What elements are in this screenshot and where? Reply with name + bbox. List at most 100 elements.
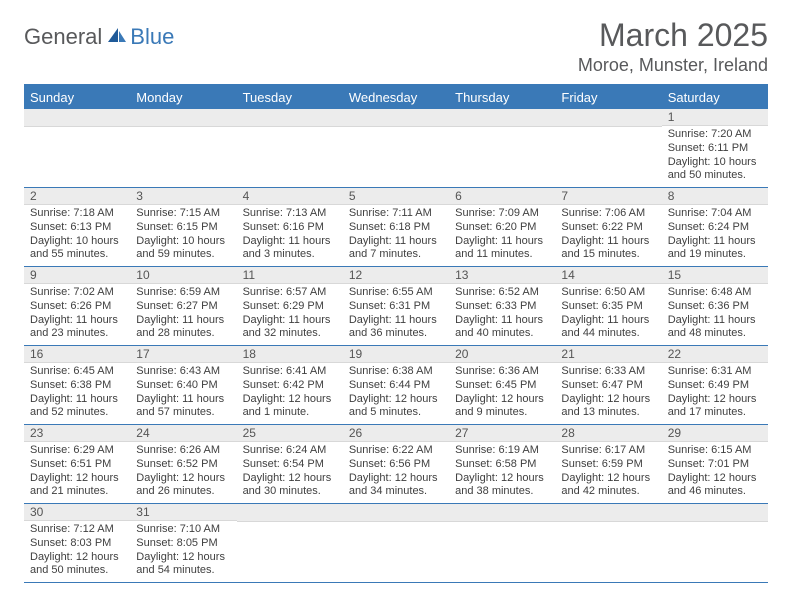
calendar-day-cell: 31Sunrise: 7:10 AMSunset: 8:05 PMDayligh… [130, 504, 236, 583]
day-number: 20 [449, 346, 555, 363]
day-number: 7 [555, 188, 661, 205]
day-content: Sunrise: 6:48 AMSunset: 6:36 PMDaylight:… [662, 284, 768, 345]
calendar-day-cell [662, 504, 768, 583]
calendar-day-cell: 18Sunrise: 6:41 AMSunset: 6:42 PMDayligh… [237, 346, 343, 425]
day-content [237, 522, 343, 578]
sunrise-text: Sunrise: 6:19 AM [455, 444, 549, 458]
sunset-text: Sunset: 6:31 PM [349, 300, 443, 314]
sail-icon [106, 24, 128, 50]
day-number: 15 [662, 267, 768, 284]
day-content: Sunrise: 6:29 AMSunset: 6:51 PMDaylight:… [24, 442, 130, 503]
daylight-text: Daylight: 12 hours and 5 minutes. [349, 393, 443, 421]
sunrise-text: Sunrise: 7:06 AM [561, 207, 655, 221]
sunset-text: Sunset: 6:54 PM [243, 458, 337, 472]
daylight-text: Daylight: 10 hours and 55 minutes. [30, 235, 124, 263]
sunrise-text: Sunrise: 6:38 AM [349, 365, 443, 379]
day-content: Sunrise: 7:04 AMSunset: 6:24 PMDaylight:… [662, 205, 768, 266]
calendar-day-cell [237, 109, 343, 188]
daylight-text: Daylight: 12 hours and 21 minutes. [30, 472, 124, 500]
sunrise-text: Sunrise: 7:11 AM [349, 207, 443, 221]
calendar-day-cell [555, 504, 661, 583]
day-number: 5 [343, 188, 449, 205]
sunrise-text: Sunrise: 6:17 AM [561, 444, 655, 458]
daylight-text: Daylight: 12 hours and 17 minutes. [668, 393, 762, 421]
daylight-text: Daylight: 12 hours and 34 minutes. [349, 472, 443, 500]
daylight-text: Daylight: 12 hours and 1 minute. [243, 393, 337, 421]
sunset-text: Sunset: 6:35 PM [561, 300, 655, 314]
day-content: Sunrise: 6:52 AMSunset: 6:33 PMDaylight:… [449, 284, 555, 345]
calendar-day-cell: 23Sunrise: 6:29 AMSunset: 6:51 PMDayligh… [24, 425, 130, 504]
calendar-day-cell: 21Sunrise: 6:33 AMSunset: 6:47 PMDayligh… [555, 346, 661, 425]
sunset-text: Sunset: 6:22 PM [561, 221, 655, 235]
daylight-text: Daylight: 11 hours and 11 minutes. [455, 235, 549, 263]
day-content: Sunrise: 6:41 AMSunset: 6:42 PMDaylight:… [237, 363, 343, 424]
day-content: Sunrise: 6:24 AMSunset: 6:54 PMDaylight:… [237, 442, 343, 503]
calendar-day-cell: 10Sunrise: 6:59 AMSunset: 6:27 PMDayligh… [130, 267, 236, 346]
day-number: 21 [555, 346, 661, 363]
calendar-day-cell: 15Sunrise: 6:48 AMSunset: 6:36 PMDayligh… [662, 267, 768, 346]
day-number: 16 [24, 346, 130, 363]
sunset-text: Sunset: 6:13 PM [30, 221, 124, 235]
calendar-day-cell [237, 504, 343, 583]
sunset-text: Sunset: 6:27 PM [136, 300, 230, 314]
sunrise-text: Sunrise: 6:41 AM [243, 365, 337, 379]
sunrise-text: Sunrise: 7:10 AM [136, 523, 230, 537]
calendar-day-cell: 27Sunrise: 6:19 AMSunset: 6:58 PMDayligh… [449, 425, 555, 504]
day-number: 29 [662, 425, 768, 442]
sunset-text: Sunset: 6:11 PM [668, 142, 762, 156]
sunrise-text: Sunrise: 6:29 AM [30, 444, 124, 458]
day-number [449, 504, 555, 522]
calendar-week-row: 2Sunrise: 7:18 AMSunset: 6:13 PMDaylight… [24, 188, 768, 267]
day-content: Sunrise: 6:33 AMSunset: 6:47 PMDaylight:… [555, 363, 661, 424]
sunset-text: Sunset: 6:51 PM [30, 458, 124, 472]
daylight-text: Daylight: 11 hours and 36 minutes. [349, 314, 443, 342]
sunset-text: Sunset: 6:59 PM [561, 458, 655, 472]
sunset-text: Sunset: 6:29 PM [243, 300, 337, 314]
day-number: 22 [662, 346, 768, 363]
day-number: 11 [237, 267, 343, 284]
day-content [555, 127, 661, 183]
daylight-text: Daylight: 10 hours and 50 minutes. [668, 156, 762, 184]
sunrise-text: Sunrise: 6:55 AM [349, 286, 443, 300]
daylight-text: Daylight: 12 hours and 46 minutes. [668, 472, 762, 500]
sunrise-text: Sunrise: 6:15 AM [668, 444, 762, 458]
day-header: Sunday [24, 85, 130, 109]
calendar-week-row: 30Sunrise: 7:12 AMSunset: 8:03 PMDayligh… [24, 504, 768, 583]
day-header: Saturday [662, 85, 768, 109]
daylight-text: Daylight: 12 hours and 54 minutes. [136, 551, 230, 579]
sunset-text: Sunset: 6:18 PM [349, 221, 443, 235]
calendar-week-row: 9Sunrise: 7:02 AMSunset: 6:26 PMDaylight… [24, 267, 768, 346]
sunrise-text: Sunrise: 6:59 AM [136, 286, 230, 300]
calendar-day-cell: 5Sunrise: 7:11 AMSunset: 6:18 PMDaylight… [343, 188, 449, 267]
sunrise-text: Sunrise: 6:45 AM [30, 365, 124, 379]
calendar-week-row: 1Sunrise: 7:20 AMSunset: 6:11 PMDaylight… [24, 109, 768, 188]
day-header: Tuesday [237, 85, 343, 109]
calendar-week-row: 16Sunrise: 6:45 AMSunset: 6:38 PMDayligh… [24, 346, 768, 425]
calendar-table: SundayMondayTuesdayWednesdayThursdayFrid… [24, 84, 768, 583]
calendar-day-cell: 25Sunrise: 6:24 AMSunset: 6:54 PMDayligh… [237, 425, 343, 504]
day-content: Sunrise: 6:55 AMSunset: 6:31 PMDaylight:… [343, 284, 449, 345]
sunrise-text: Sunrise: 6:48 AM [668, 286, 762, 300]
sunset-text: Sunset: 6:45 PM [455, 379, 549, 393]
day-content: Sunrise: 7:20 AMSunset: 6:11 PMDaylight:… [662, 126, 768, 187]
sunset-text: Sunset: 8:03 PM [30, 537, 124, 551]
day-number [449, 109, 555, 127]
day-content: Sunrise: 6:59 AMSunset: 6:27 PMDaylight:… [130, 284, 236, 345]
day-number: 12 [343, 267, 449, 284]
day-number: 18 [237, 346, 343, 363]
sunset-text: Sunset: 7:01 PM [668, 458, 762, 472]
calendar-day-cell: 26Sunrise: 6:22 AMSunset: 6:56 PMDayligh… [343, 425, 449, 504]
calendar-day-cell: 22Sunrise: 6:31 AMSunset: 6:49 PMDayligh… [662, 346, 768, 425]
calendar-day-cell: 9Sunrise: 7:02 AMSunset: 6:26 PMDaylight… [24, 267, 130, 346]
day-content: Sunrise: 7:09 AMSunset: 6:20 PMDaylight:… [449, 205, 555, 266]
sunrise-text: Sunrise: 6:22 AM [349, 444, 443, 458]
sunrise-text: Sunrise: 7:09 AM [455, 207, 549, 221]
sunset-text: Sunset: 6:16 PM [243, 221, 337, 235]
sunset-text: Sunset: 6:40 PM [136, 379, 230, 393]
sunrise-text: Sunrise: 6:43 AM [136, 365, 230, 379]
sunset-text: Sunset: 6:15 PM [136, 221, 230, 235]
sunrise-text: Sunrise: 6:33 AM [561, 365, 655, 379]
day-number: 9 [24, 267, 130, 284]
calendar-day-cell: 1Sunrise: 7:20 AMSunset: 6:11 PMDaylight… [662, 109, 768, 188]
month-title: March 2025 [578, 18, 768, 53]
